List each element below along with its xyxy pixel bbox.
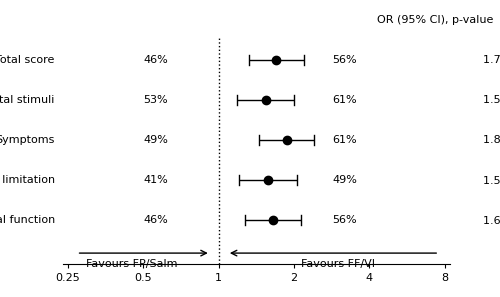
Text: 1.70 (1.32, 2.19),: 1.70 (1.32, 2.19), [482, 55, 500, 65]
Text: 53%: 53% [144, 95, 168, 105]
Text: 49%: 49% [143, 135, 168, 145]
Text: 1.65 (1.28, 2.13),: 1.65 (1.28, 2.13), [482, 215, 500, 225]
Text: Environmental stimuli: Environmental stimuli [0, 95, 55, 105]
Text: 46%: 46% [143, 55, 168, 65]
Text: 56%: 56% [332, 215, 357, 225]
Text: Favours FP/Salm: Favours FP/Salm [86, 259, 178, 269]
Text: Symptoms: Symptoms [0, 135, 55, 145]
Text: Favours FF/VI: Favours FF/VI [301, 259, 375, 269]
Text: 1.58 (1.21, 2.05),: 1.58 (1.21, 2.05), [482, 175, 500, 185]
Text: 46%: 46% [143, 215, 168, 225]
Text: 61%: 61% [332, 135, 357, 145]
Text: Emotional function: Emotional function [0, 215, 55, 225]
Text: 41%: 41% [143, 175, 168, 185]
Text: 1.55 (1.19, 2.01),: 1.55 (1.19, 2.01), [482, 95, 500, 105]
Text: OR (95% CI), p-value: OR (95% CI), p-value [377, 15, 493, 25]
Text: Activity limitation: Activity limitation [0, 175, 55, 185]
Text: Total score: Total score [0, 55, 55, 65]
Text: 61%: 61% [332, 95, 357, 105]
Text: 1.87 (1.45, 2.41),: 1.87 (1.45, 2.41), [482, 135, 500, 145]
Text: 56%: 56% [332, 55, 357, 65]
Text: 49%: 49% [332, 175, 357, 185]
